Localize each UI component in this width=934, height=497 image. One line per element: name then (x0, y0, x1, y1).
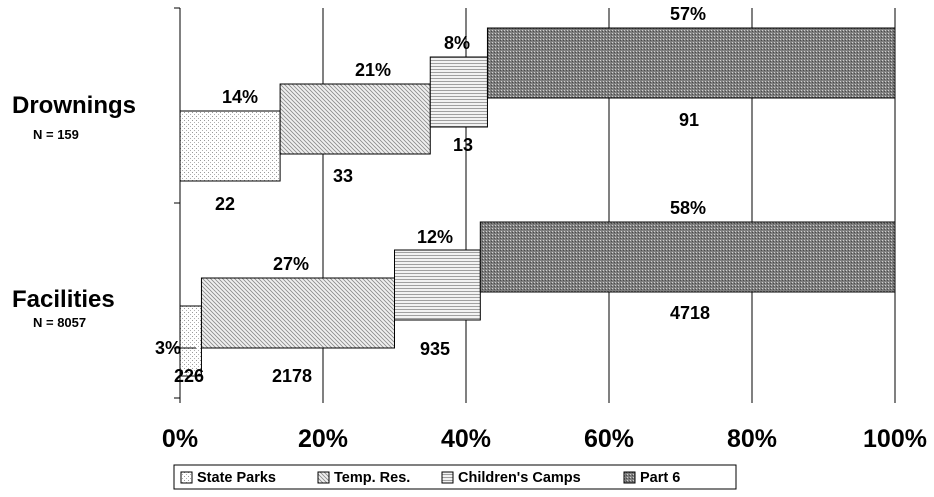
legend-label: Children's Camps (458, 470, 581, 486)
count-label: 4718 (670, 303, 710, 323)
bar-segment (200, 277, 395, 349)
legend-swatch (180, 471, 193, 484)
bar-segment (179, 110, 281, 182)
x-tick-label: 0% (162, 425, 198, 453)
count-label: 226 (174, 366, 204, 386)
category-subtitle: N = 159 (33, 127, 79, 142)
bar-layer (179, 27, 896, 377)
count-label: 22 (215, 194, 235, 214)
bar-segment (486, 27, 896, 99)
legend-swatch (441, 471, 454, 484)
count-label: 2178 (272, 366, 312, 386)
bar-segment (394, 249, 481, 321)
legend-label: State Parks (197, 470, 276, 486)
bar-segment (279, 83, 431, 155)
legend-label: Temp. Res. (334, 470, 410, 486)
percent-label: 21% (355, 60, 391, 80)
count-label: 33 (333, 166, 353, 186)
legend-label: Part 6 (640, 470, 680, 486)
label-layer: Drownings N = 159 Facilities N = 8057 14% 22 2… (12, 4, 710, 386)
x-tick-label: 40% (441, 425, 491, 453)
bar-segment (479, 221, 896, 293)
percent-label: 57% (670, 4, 706, 24)
legend-swatch (623, 471, 636, 484)
count-label: 91 (679, 110, 699, 130)
x-tick-label: 100% (863, 425, 927, 453)
count-label: 935 (420, 339, 450, 359)
category-label: Facilities (12, 286, 115, 313)
percent-label: 8% (444, 33, 470, 53)
category-label: Drownings (12, 92, 136, 119)
x-tick-label: 60% (584, 425, 634, 453)
category-subtitle: N = 8057 (33, 315, 86, 330)
count-label: 13 (453, 135, 473, 155)
bar-segment (429, 56, 488, 128)
x-tick-label: 80% (727, 425, 777, 453)
legend-box (173, 464, 737, 490)
percent-label: 14% (222, 87, 258, 107)
axis-layer: 0% 20% 40% 60% 80% 100% (162, 7, 927, 453)
legend: State Parks Temp. Res. Children's Camps Par… (173, 464, 737, 490)
percent-label: 27% (273, 254, 309, 274)
percent-label: 58% (670, 198, 706, 218)
legend-swatch (317, 471, 330, 484)
percent-label: 12% (417, 227, 453, 247)
percent-label: 3% (155, 338, 181, 358)
x-tick-label: 20% (298, 425, 348, 453)
